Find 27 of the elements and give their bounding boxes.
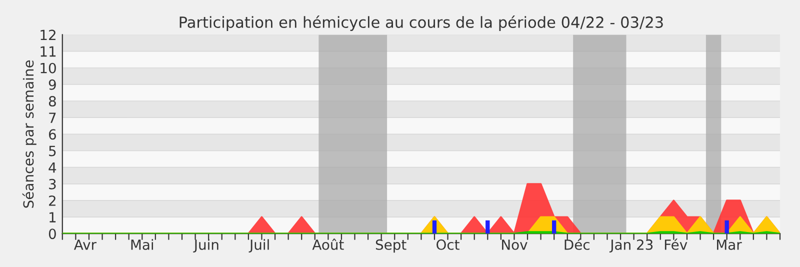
y-tick-label: 2 — [49, 195, 56, 206]
x-tick-label: Avr — [74, 240, 96, 250]
x-tick-label: Jan 23 — [609, 239, 653, 253]
y-tick-label: 12 — [40, 30, 56, 40]
x-tick-label: Mai — [131, 239, 154, 250]
y-tick-label: 11 — [40, 46, 56, 57]
y-axis-title: Séances par semaine — [22, 60, 36, 208]
chart-title: Participation en hémicycle au cours de la période 04/22 - 03/23 — [180, 16, 663, 31]
y-tick-label: 0 — [48, 228, 56, 240]
y-tick-label: 10 — [40, 62, 56, 74]
x-tick-label: Nov — [502, 240, 528, 250]
y-tick-label: 6 — [48, 129, 56, 140]
y-tick-label: 4 — [48, 162, 56, 173]
y-tick-label: 7 — [49, 112, 56, 123]
x-tick-label: Août — [312, 238, 344, 250]
y-tick-label: 3 — [49, 178, 56, 190]
y-tick-label: 8 — [48, 96, 56, 106]
x-tick-label: Sept — [376, 239, 406, 253]
y-tick-label: 1 — [50, 212, 56, 222]
x-tick-label: Oct — [436, 239, 460, 250]
x-tick-label: Juin — [193, 239, 218, 253]
x-tick-label: Déc — [564, 238, 590, 250]
x-tick-label: Juil — [248, 239, 269, 253]
x-tick-label: Fév — [664, 238, 688, 250]
x-tick-label: Mar — [717, 240, 742, 250]
y-tick-label: 9 — [48, 79, 56, 90]
y-tick-label: 5 — [49, 146, 56, 156]
